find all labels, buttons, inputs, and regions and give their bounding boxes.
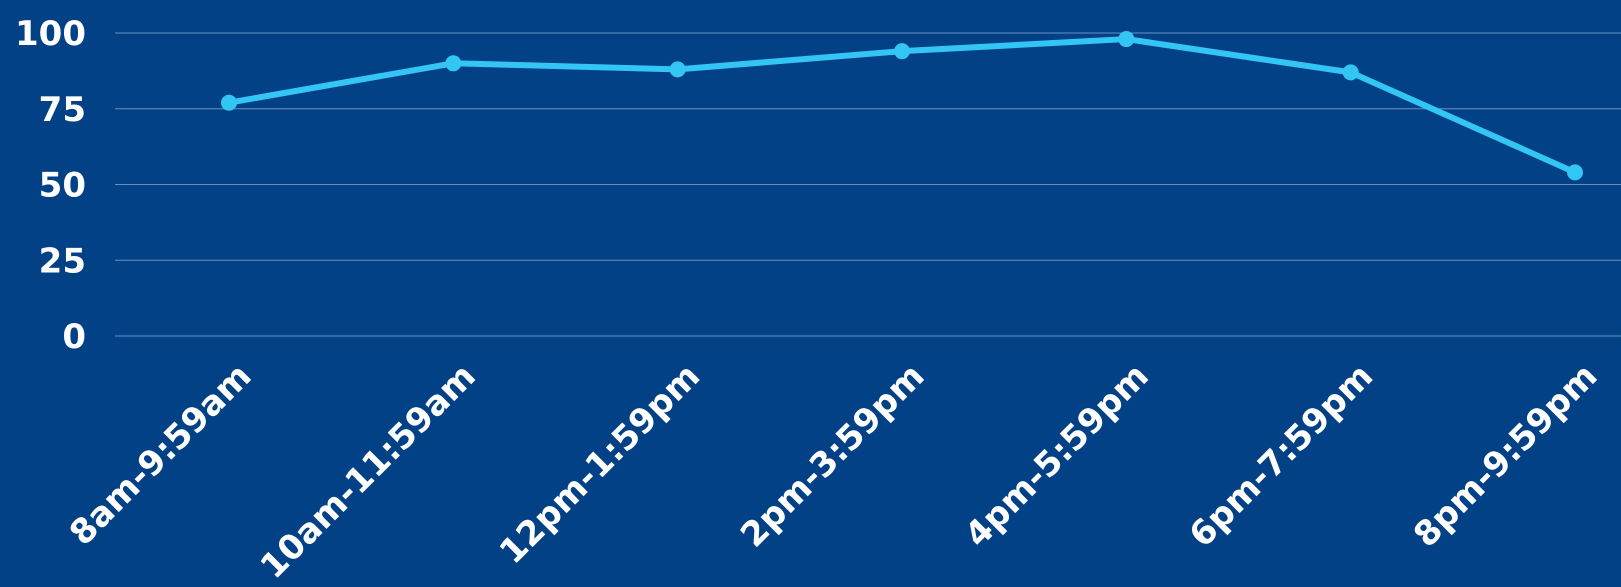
y-tick-label: 75: [39, 90, 86, 130]
data-point[interactable]: [1342, 64, 1359, 81]
data-point[interactable]: [221, 94, 237, 111]
y-tick-label: 25: [39, 241, 86, 281]
data-point[interactable]: [1567, 164, 1583, 181]
data-point[interactable]: [1118, 31, 1135, 48]
x-tick-label: 10am-11:59am: [253, 356, 484, 587]
y-tick-label: 100: [15, 14, 86, 54]
series-line-group: [221, 31, 1583, 181]
x-tick-label: 8pm-9:59pm: [1406, 356, 1605, 555]
x-tick-label: 12pm-1:59pm: [492, 356, 708, 572]
y-tick-label: 50: [39, 166, 86, 206]
x-tick-label: 6pm-7:59pm: [1182, 356, 1381, 555]
x-tick-label: 4pm-5:59pm: [957, 356, 1156, 555]
data-point[interactable]: [669, 61, 686, 78]
y-axis-tick-labels: 0 25 50 75 100: [15, 14, 86, 357]
gridlines: [115, 32, 1621, 337]
x-tick-label: 8am-9:59am: [62, 356, 259, 553]
data-point[interactable]: [445, 55, 462, 72]
y-tick-label: 0: [62, 317, 86, 357]
data-point[interactable]: [894, 43, 910, 60]
x-tick-label: 2pm-3:59pm: [733, 356, 932, 555]
